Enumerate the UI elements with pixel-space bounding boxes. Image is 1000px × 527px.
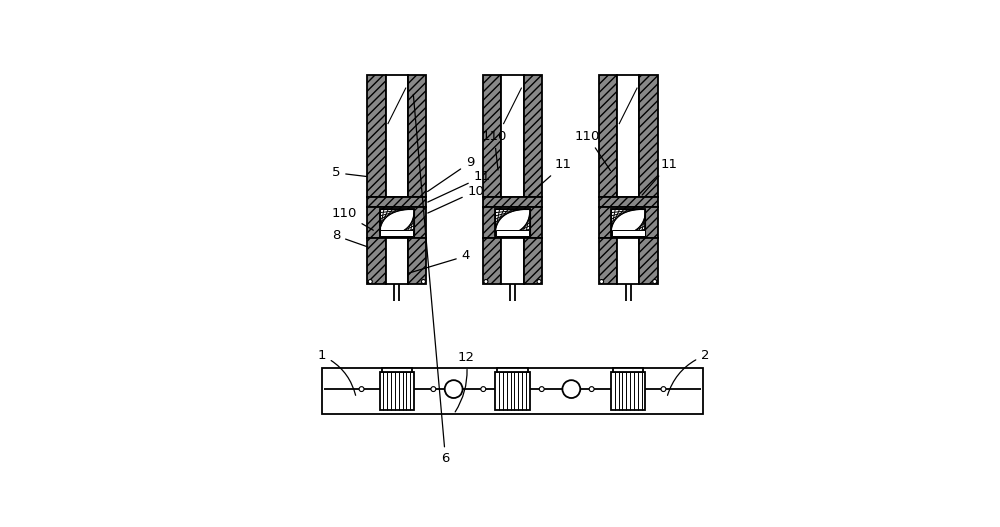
Bar (380, 209, 414, 236)
Bar (483, 75, 501, 197)
Bar (382, 368, 412, 372)
Text: 11: 11 (428, 170, 491, 202)
Text: 110: 110 (331, 207, 373, 230)
Bar (617, 238, 639, 285)
Bar (380, 209, 414, 236)
Circle shape (600, 279, 604, 284)
Bar (496, 230, 529, 236)
Bar (408, 238, 426, 285)
Bar (639, 75, 658, 197)
Text: 11: 11 (642, 158, 677, 195)
Bar (380, 372, 414, 410)
Bar (639, 238, 658, 285)
Text: 8: 8 (332, 229, 368, 247)
Bar (599, 207, 658, 238)
Bar (483, 207, 542, 238)
Circle shape (589, 387, 594, 392)
Text: 6: 6 (413, 94, 450, 465)
Text: 9: 9 (428, 156, 474, 191)
Text: 110: 110 (575, 130, 610, 171)
Bar (524, 238, 542, 285)
Circle shape (481, 387, 486, 392)
Bar (612, 230, 645, 236)
Bar (367, 197, 426, 207)
Bar (367, 238, 386, 285)
Circle shape (562, 380, 580, 398)
Bar (367, 75, 386, 197)
Circle shape (445, 380, 463, 398)
Text: 1: 1 (318, 349, 356, 395)
Circle shape (653, 279, 657, 284)
Text: 110: 110 (482, 130, 507, 170)
Bar (599, 75, 617, 197)
Bar (322, 368, 703, 414)
Bar (617, 75, 639, 197)
Bar (497, 368, 528, 372)
Text: 2: 2 (667, 349, 710, 395)
Circle shape (421, 279, 425, 284)
Text: 10: 10 (428, 184, 484, 213)
Bar (483, 197, 542, 207)
Bar (380, 230, 413, 236)
Bar (599, 238, 617, 285)
Bar (501, 75, 524, 197)
Text: 11: 11 (529, 158, 572, 196)
Text: 12: 12 (455, 351, 474, 412)
Bar (495, 209, 530, 236)
Circle shape (484, 279, 488, 284)
Bar (495, 372, 530, 410)
Circle shape (661, 387, 666, 392)
Bar (483, 238, 501, 285)
Circle shape (537, 279, 541, 284)
Bar (599, 197, 658, 207)
Circle shape (368, 279, 372, 284)
Bar (524, 75, 542, 197)
Bar (611, 372, 645, 410)
Circle shape (431, 387, 436, 392)
Bar (386, 75, 408, 197)
Circle shape (359, 387, 364, 392)
Bar (386, 238, 408, 285)
Circle shape (539, 387, 544, 392)
Bar (611, 209, 645, 236)
Bar (408, 75, 426, 197)
Bar (501, 238, 524, 285)
Bar (611, 209, 645, 236)
Text: 5: 5 (332, 167, 367, 179)
Bar (613, 368, 643, 372)
Bar (367, 207, 426, 238)
Text: 4: 4 (408, 249, 470, 274)
Bar (495, 209, 530, 236)
